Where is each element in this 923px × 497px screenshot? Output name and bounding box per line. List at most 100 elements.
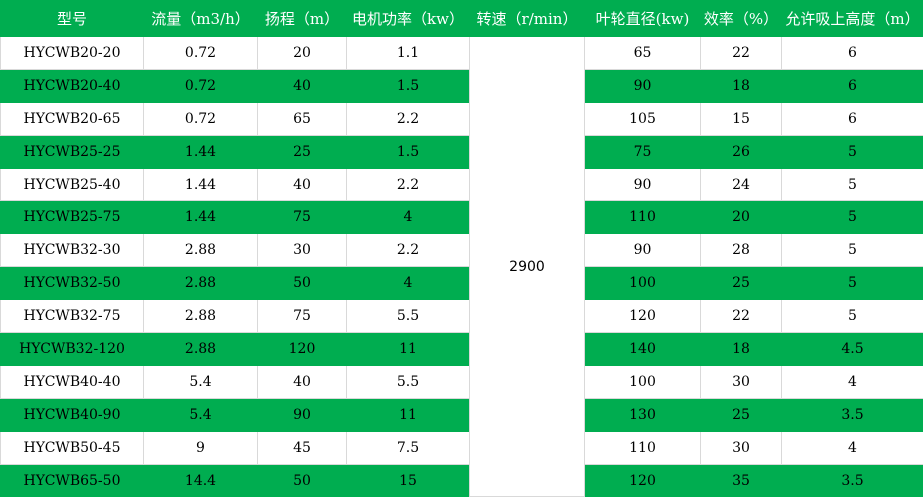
cell-efficiency: 25 [701,398,782,431]
cell-suction-height: 6 [782,69,923,102]
cell-impeller-diameter: 65 [585,37,701,70]
cell-flow: 2.88 [144,300,258,333]
cell-head: 20 [258,37,347,70]
cell-efficiency: 18 [701,69,782,102]
cell-model: HYCWB50-45 [1,431,144,464]
cell-suction-height: 5 [782,234,923,267]
cell-motor-power: 2.2 [347,168,470,201]
cell-efficiency: 22 [701,37,782,70]
cell-flow: 5.4 [144,398,258,431]
header-suction-height: 允许吸上高度（m） [782,1,923,37]
cell-head: 45 [258,431,347,464]
cell-flow: 2.88 [144,234,258,267]
cell-head: 40 [258,168,347,201]
cell-head: 65 [258,102,347,135]
cell-speed: 2900 [470,37,585,497]
cell-flow: 1.44 [144,135,258,168]
cell-impeller-diameter: 100 [585,365,701,398]
cell-impeller-diameter: 90 [585,69,701,102]
cell-motor-power: 5.5 [347,365,470,398]
cell-suction-height: 3.5 [782,398,923,431]
cell-suction-height: 5 [782,135,923,168]
header-impeller-diameter: 叶轮直径(kw) [585,1,701,37]
cell-motor-power: 2.2 [347,102,470,135]
cell-suction-height: 4.5 [782,333,923,366]
cell-flow: 1.44 [144,201,258,234]
cell-head: 40 [258,69,347,102]
cell-model: HYCWB32-30 [1,234,144,267]
cell-impeller-diameter: 140 [585,333,701,366]
cell-efficiency: 35 [701,464,782,497]
header-model: 型号 [1,1,144,37]
cell-suction-height: 6 [782,102,923,135]
header-speed: 转速（r/min） [470,1,585,37]
cell-impeller-diameter: 105 [585,102,701,135]
header-flow: 流量（m3/h） [144,1,258,37]
cell-impeller-diameter: 110 [585,201,701,234]
cell-flow: 2.88 [144,333,258,366]
cell-motor-power: 11 [347,333,470,366]
cell-impeller-diameter: 90 [585,168,701,201]
cell-motor-power: 4 [347,201,470,234]
cell-head: 50 [258,464,347,497]
cell-motor-power: 4 [347,267,470,300]
cell-flow: 2.88 [144,267,258,300]
cell-efficiency: 26 [701,135,782,168]
cell-model: HYCWB40-40 [1,365,144,398]
cell-flow: 0.72 [144,102,258,135]
cell-motor-power: 11 [347,398,470,431]
cell-impeller-diameter: 100 [585,267,701,300]
cell-motor-power: 1.5 [347,69,470,102]
cell-suction-height: 4 [782,365,923,398]
cell-model: HYCWB25-40 [1,168,144,201]
cell-head: 75 [258,201,347,234]
cell-flow: 0.72 [144,69,258,102]
cell-model: HYCWB20-20 [1,37,144,70]
header-head: 扬程（m） [258,1,347,37]
cell-efficiency: 30 [701,431,782,464]
cell-efficiency: 18 [701,333,782,366]
cell-efficiency: 25 [701,267,782,300]
cell-motor-power: 5.5 [347,300,470,333]
cell-suction-height: 5 [782,168,923,201]
cell-impeller-diameter: 110 [585,431,701,464]
cell-suction-height: 5 [782,267,923,300]
cell-efficiency: 30 [701,365,782,398]
cell-model: HYCWB40-90 [1,398,144,431]
cell-head: 40 [258,365,347,398]
cell-model: HYCWB20-65 [1,102,144,135]
cell-head: 75 [258,300,347,333]
cell-impeller-diameter: 120 [585,300,701,333]
cell-model: HYCWB65-50 [1,464,144,497]
cell-motor-power: 2.2 [347,234,470,267]
cell-suction-height: 6 [782,37,923,70]
cell-efficiency: 15 [701,102,782,135]
cell-motor-power: 1.1 [347,37,470,70]
cell-model: HYCWB32-75 [1,300,144,333]
cell-suction-height: 4 [782,431,923,464]
cell-impeller-diameter: 90 [585,234,701,267]
cell-motor-power: 1.5 [347,135,470,168]
cell-suction-height: 5 [782,300,923,333]
cell-efficiency: 20 [701,201,782,234]
header-efficiency: 效率（%） [701,1,782,37]
cell-model: HYCWB32-50 [1,267,144,300]
cell-model: HYCWB32-120 [1,333,144,366]
cell-impeller-diameter: 120 [585,464,701,497]
cell-head: 30 [258,234,347,267]
cell-suction-height: 5 [782,201,923,234]
cell-flow: 14.4 [144,464,258,497]
cell-model: HYCWB25-25 [1,135,144,168]
cell-flow: 9 [144,431,258,464]
cell-flow: 0.72 [144,37,258,70]
